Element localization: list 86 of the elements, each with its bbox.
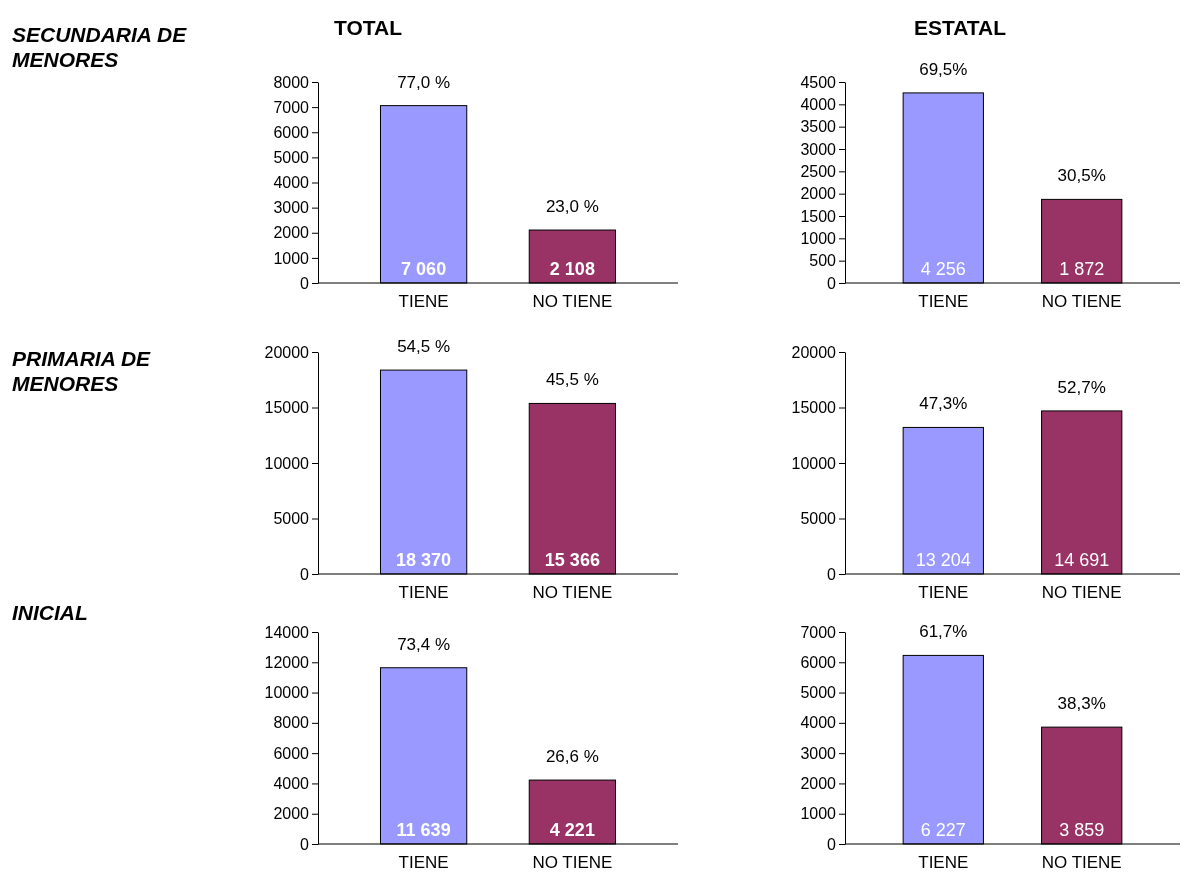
x-tick-label: TIENE	[398, 583, 449, 603]
y-tick-label: 0	[827, 835, 837, 853]
x-tick-label: TIENE	[398, 292, 449, 312]
annotation: 26,6 %	[545, 747, 599, 767]
y-tick-label: 20000	[264, 343, 310, 361]
data-label: 11 639	[396, 820, 451, 840]
data-label: 7 060	[401, 259, 447, 279]
y-tick-label: 2000	[800, 185, 837, 203]
chart-title: ESTATAL	[913, 16, 1007, 39]
x-tick-label: TIENE	[918, 292, 969, 312]
y-tick-label: 3000	[273, 199, 310, 217]
x-tick-label: TIENE	[918, 583, 969, 603]
y-tick-label: 6000	[273, 123, 310, 141]
annotation: 30,5%	[1057, 166, 1106, 186]
data-label: 1 872	[1059, 259, 1105, 279]
y-tick-label: 0	[300, 835, 310, 853]
text: PRIMARIA DE MENORES	[12, 347, 152, 396]
text: SECUNDARIA DE MENORES	[12, 23, 188, 72]
x-tick-label: NO TIENE	[532, 292, 613, 312]
y-tick-label: 5000	[273, 148, 310, 166]
y-tick-label: 4000	[273, 174, 310, 192]
annotation: 47,3%	[919, 394, 968, 414]
annotation: 38,3%	[1057, 694, 1106, 714]
y-tick-label: 3500	[800, 118, 837, 136]
annotation: 45,5 %	[545, 370, 599, 390]
chart-title: TOTAL	[333, 16, 403, 39]
y-tick-label: 8000	[273, 714, 310, 732]
y-tick-label: 20000	[791, 343, 837, 361]
y-tick-label: 500	[809, 252, 837, 270]
y-tick-label: 3000	[800, 140, 837, 158]
y-tick-label: 0	[827, 565, 837, 583]
y-tick-label: 2000	[273, 805, 310, 823]
y-tick-label: 10000	[264, 684, 310, 702]
data-label: 4 256	[920, 259, 966, 279]
y-tick-label: 1000	[800, 229, 837, 247]
annotation: 73,4 %	[397, 634, 451, 654]
text: INICIAL	[12, 601, 88, 624]
data-label: 18 370	[396, 550, 452, 570]
annotation: 61,7%	[919, 622, 968, 642]
x-tick-label: TIENE	[918, 853, 969, 873]
y-tick-label: 8000	[273, 73, 310, 91]
x-tick-label: NO TIENE	[532, 583, 613, 603]
data-label: 4 221	[549, 820, 595, 840]
y-tick-label: 7000	[273, 98, 310, 116]
y-tick-label: 14000	[264, 623, 310, 641]
x-tick-label: NO TIENE	[1041, 292, 1122, 312]
data-label: 13 204	[915, 550, 971, 570]
y-tick-label: 15000	[791, 399, 837, 417]
x-tick-label: NO TIENE	[1041, 583, 1122, 603]
annotation: 54,5 %	[397, 337, 451, 357]
y-tick-label: 1000	[273, 249, 310, 267]
y-tick-label: 4000	[273, 775, 310, 793]
y-tick-label: 10000	[791, 454, 837, 472]
x-tick-label: NO TIENE	[532, 853, 613, 873]
y-tick-label: 6000	[273, 744, 310, 762]
annotation: 23,0 %	[545, 197, 599, 217]
y-tick-label: 1500	[800, 207, 837, 225]
y-tick-label: 4000	[800, 95, 837, 113]
y-tick-label: 2500	[800, 162, 837, 180]
y-tick-label: 3000	[800, 744, 837, 762]
y-tick-label: 5000	[800, 684, 837, 702]
y-tick-label: 2000	[800, 775, 837, 793]
y-tick-label: 1000	[800, 805, 837, 823]
y-tick-label: 5000	[800, 510, 837, 528]
y-tick-label: 7000	[800, 623, 837, 641]
y-tick-label: 0	[300, 274, 310, 292]
y-tick-label: 2000	[273, 224, 310, 242]
x-tick-label: NO TIENE	[1041, 853, 1122, 873]
x-tick-label: TIENE	[398, 853, 449, 873]
data-label: 15 366	[544, 550, 600, 570]
y-tick-label: 12000	[264, 653, 310, 671]
y-tick-label: 4500	[800, 73, 837, 91]
y-tick-label: 5000	[273, 510, 310, 528]
annotation: 69,5%	[919, 59, 968, 79]
y-tick-label: 0	[827, 274, 837, 292]
data-label: 6 227	[920, 820, 966, 840]
data-label: 2 108	[549, 259, 595, 279]
data-label: 14 691	[1054, 550, 1110, 570]
annotation: 77,0 %	[397, 72, 451, 92]
annotation: 52,7%	[1057, 377, 1106, 397]
y-tick-label: 15000	[264, 399, 310, 417]
y-tick-label: 10000	[264, 454, 310, 472]
y-tick-label: 6000	[800, 653, 837, 671]
y-tick-label: 0	[300, 565, 310, 583]
y-tick-label: 4000	[800, 714, 837, 732]
data-label: 3 859	[1059, 820, 1105, 840]
